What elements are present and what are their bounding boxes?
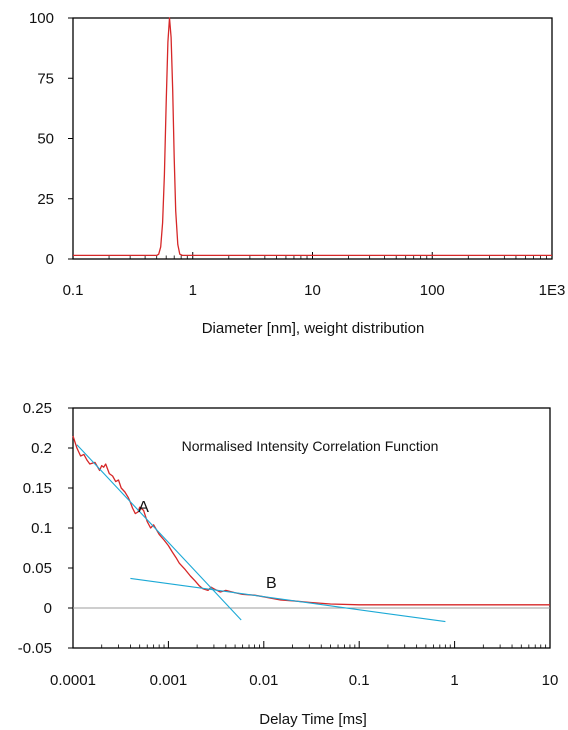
series-group <box>72 435 550 623</box>
y-tick-label: 0.15 <box>23 480 52 497</box>
y-tick-label: 0 <box>46 251 54 268</box>
y-tick-label: 100 <box>29 10 54 27</box>
x-tick-label: 0.1 <box>349 672 370 689</box>
y-tick-label: 0.05 <box>23 560 52 577</box>
x-tick-label: 0.1 <box>63 282 84 299</box>
x-tick-labels: 0.1 1 10 100 1E3 <box>63 282 566 299</box>
x-axis-label: Diameter [nm], weight distribution <box>202 320 425 337</box>
annotations: AB <box>138 499 276 592</box>
x-axis-label: Delay Time [ms] <box>259 711 367 728</box>
x-tick-labels: 0.0001 0.001 0.01 0.1 1 10 <box>50 672 558 689</box>
y-tick-label: 0.1 <box>31 520 52 537</box>
y-tick-label: 25 <box>37 191 54 208</box>
diameter-distribution-chart: 0 25 50 75 100 0.1 1 10 100 1E3 Diameter [nm], w… <box>29 10 565 337</box>
fit-line <box>76 444 242 621</box>
x-tick-label: 10 <box>304 282 321 299</box>
tick-marks <box>68 407 551 649</box>
data-series-line <box>73 17 552 257</box>
y-tick-label: 0.25 <box>23 400 52 417</box>
y-tick-labels: -0.05 0 0.05 0.1 0.15 0.2 0.25 <box>18 400 52 657</box>
fit-line <box>130 577 446 623</box>
y-tick-label: 50 <box>37 131 54 148</box>
data-series-line <box>72 435 550 606</box>
annotation-label: A <box>138 499 149 516</box>
x-tick-label: 0.01 <box>249 672 278 689</box>
plot-area-frame <box>72 17 553 260</box>
chart-title: Normalised Intensity Correlation Functio… <box>182 438 439 454</box>
y-tick-label: 0.2 <box>31 440 52 457</box>
y-tick-label: -0.05 <box>18 640 52 657</box>
x-tick-label: 1E3 <box>539 282 566 299</box>
x-tick-label: 10 <box>542 672 559 689</box>
annotation-label: B <box>266 575 277 592</box>
tick-marks <box>68 17 553 260</box>
y-tick-labels: 0 25 50 75 100 <box>29 10 54 268</box>
x-tick-label: 0.001 <box>150 672 188 689</box>
x-tick-label: 1 <box>189 282 197 299</box>
y-tick-label: 0 <box>44 600 52 617</box>
x-tick-label: 0.0001 <box>50 672 96 689</box>
x-tick-label: 100 <box>420 282 445 299</box>
y-tick-label: 75 <box>37 70 54 87</box>
series-group <box>73 17 552 257</box>
correlation-function-chart: -0.05 0 0.05 0.1 0.15 0.2 0.25 0.0001 0.001 0.01… <box>18 400 559 728</box>
x-tick-label: 1 <box>450 672 458 689</box>
